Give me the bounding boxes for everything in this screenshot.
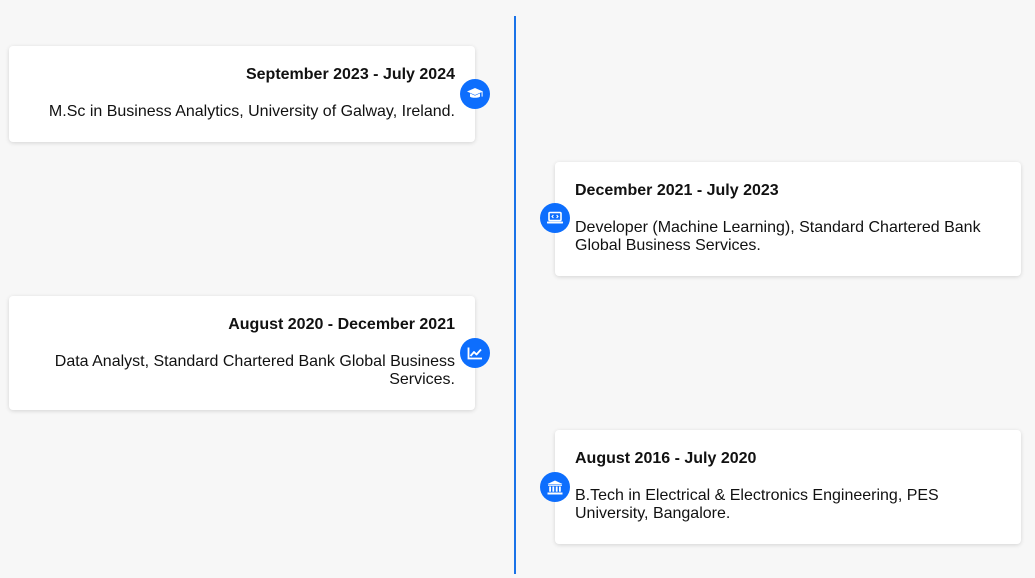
- timeline-description: Developer (Machine Learning), Standard C…: [575, 219, 981, 254]
- timeline-card-data-analyst: August 2020 - December 2021 Data Analyst…: [9, 296, 475, 410]
- timeline-date: December 2021 - July 2023: [575, 182, 779, 199]
- university-icon: [540, 472, 570, 502]
- timeline-card-developer: December 2021 - July 2023 Developer (Mac…: [555, 162, 1021, 276]
- timeline-card-btech: August 2016 - July 2020 B.Tech in Electr…: [555, 430, 1021, 544]
- timeline-description: Data Analyst, Standard Chartered Bank Gl…: [54, 353, 455, 388]
- timeline-date: September 2023 - July 2024: [245, 66, 455, 83]
- timeline-card-msc: September 2023 - July 2024 M.Sc in Busin…: [9, 46, 475, 142]
- laptop-code-icon: [540, 203, 570, 233]
- timeline-description: B.Tech in Electrical & Electronics Engin…: [575, 487, 939, 522]
- timeline-line: [514, 16, 516, 574]
- graduation-cap-icon: [460, 79, 490, 109]
- timeline-date: August 2016 - July 2020: [575, 450, 757, 467]
- line-chart-icon: [460, 338, 490, 368]
- timeline-date: August 2020 - December 2021: [228, 316, 455, 333]
- timeline-description: M.Sc in Business Analytics, University o…: [48, 103, 455, 120]
